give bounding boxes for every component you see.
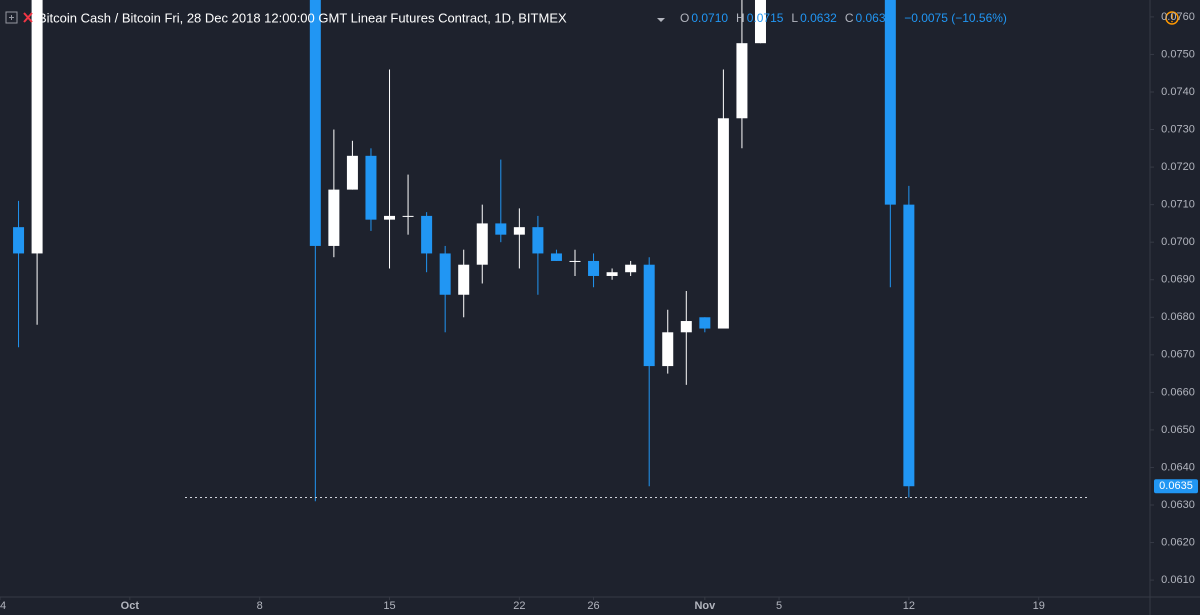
- y-tick-label: 0.0720: [1161, 161, 1195, 173]
- candle-body: [346, 155, 358, 190]
- candle-body: [31, 0, 43, 254]
- candle-body: [643, 264, 655, 367]
- x-tick-label: Nov: [694, 600, 716, 612]
- y-tick-label: 0.0620: [1161, 536, 1195, 548]
- candle-body: [736, 43, 748, 119]
- candle-body: [513, 227, 525, 235]
- y-tick-label: 0.0740: [1161, 86, 1195, 98]
- y-tick-label: 0.0640: [1161, 461, 1195, 473]
- x-tick-label: 15: [383, 600, 395, 612]
- x-tick-label: 26: [587, 600, 599, 612]
- y-tick-label: 0.0710: [1161, 199, 1195, 211]
- dropdown-caret[interactable]: [657, 18, 665, 22]
- candle-body: [458, 264, 470, 295]
- y-tick-label: 0.0760: [1161, 11, 1195, 23]
- x-tick-label: 5: [776, 600, 782, 612]
- candle-body: [588, 260, 600, 276]
- candle-body: [476, 223, 488, 265]
- symbol-icon: [23, 12, 33, 23]
- candle-body: [625, 264, 637, 273]
- x-tick-label: 19: [1033, 600, 1045, 612]
- candle-body: [439, 253, 451, 295]
- legend-label: O: [680, 11, 689, 25]
- candle-body: [532, 227, 544, 254]
- candle-body: [662, 332, 674, 367]
- x-tick-label: 24: [0, 600, 6, 612]
- candle-body: [754, 0, 766, 44]
- x-tick-label: 22: [513, 600, 525, 612]
- candle-body: [421, 215, 433, 254]
- candle-body: [699, 317, 711, 329]
- candle-body: [13, 227, 25, 254]
- candle-body: [495, 223, 507, 235]
- chart-title: Bitcoin Cash / Bitcoin Fri, 28 Dec 2018 …: [38, 10, 567, 25]
- y-tick-label: 0.0690: [1161, 274, 1195, 286]
- x-tick-label: Oct: [121, 600, 140, 612]
- price-tag: [1154, 479, 1198, 494]
- candle-body: [569, 260, 581, 262]
- candle-body: [903, 204, 915, 487]
- legend-value: 0.0632: [800, 11, 837, 25]
- plot-area: [13, 0, 1090, 502]
- candle-body: [717, 118, 729, 329]
- x-tick-label: 12: [903, 600, 915, 612]
- warning-icon: [1171, 20, 1173, 23]
- candle-body: [309, 0, 321, 246]
- y-tick-label: 0.0700: [1161, 236, 1195, 248]
- candle-body: [606, 272, 618, 276]
- x-tick-label: 8: [257, 600, 263, 612]
- candle-body: [365, 155, 377, 220]
- legend-value: 0.0635: [855, 11, 892, 25]
- y-tick-label: 0.0750: [1161, 48, 1195, 60]
- y-tick-label: 0.0670: [1161, 349, 1195, 361]
- y-tick-label: 0.0730: [1161, 123, 1195, 135]
- legend-value: 0.0715: [747, 11, 784, 25]
- candle-body: [402, 215, 414, 217]
- candle-body: [328, 189, 340, 246]
- candle-body: [680, 321, 692, 333]
- legend-label: C: [845, 11, 854, 25]
- y-tick-label: 0.0660: [1161, 386, 1195, 398]
- legend-change: −0.0075 (−10.56%): [904, 11, 1007, 25]
- warning-icon[interactable]: [1165, 11, 1179, 25]
- y-tick-label: 0.0650: [1161, 424, 1195, 436]
- candle-body: [384, 215, 396, 220]
- legend-label: L: [791, 11, 798, 25]
- legend-label: H: [736, 11, 745, 25]
- y-tick-label: 0.0680: [1161, 311, 1195, 323]
- collapse-button[interactable]: [5, 11, 18, 24]
- y-tick-label: 0.0630: [1161, 499, 1195, 511]
- legend-value: 0.0710: [691, 11, 728, 25]
- y-tick-label: 0.0610: [1161, 574, 1195, 586]
- price-tag-label: 0.0635: [1159, 480, 1193, 492]
- candle-body: [550, 253, 562, 261]
- candle-body: [884, 0, 896, 205]
